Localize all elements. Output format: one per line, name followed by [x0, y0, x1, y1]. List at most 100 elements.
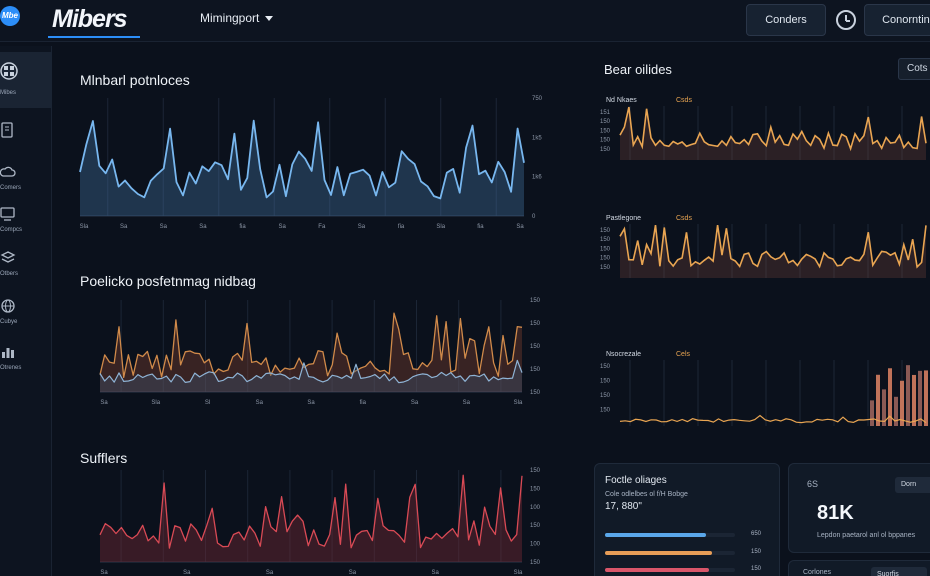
suorfis-button[interactable]: Suorfis — [871, 567, 927, 576]
x-tick-label: Sa — [256, 400, 264, 406]
mid-chart-title: Poelicko posfetnmag nidbag — [80, 273, 256, 289]
progress-bar-blue — [605, 533, 735, 537]
series-area — [100, 313, 522, 392]
sidebar-item-compcs[interactable]: Compcs — [0, 198, 52, 246]
series-area — [100, 475, 522, 562]
sidebar: Mibes Comers Compcs Otbers Cubye Otrenes — [0, 46, 52, 576]
x-tick-label: Sa — [307, 400, 315, 406]
layers-icon — [0, 251, 16, 263]
y-tick-label: 150 — [600, 147, 611, 153]
cloud-icon — [0, 166, 16, 177]
right-chart-3: Nsocrezale Cels 150 150 150 150 — [600, 351, 928, 426]
series-line — [79, 119, 525, 200]
y-tick-label: 150 — [530, 321, 541, 327]
y-tick-label: 100 — [530, 542, 541, 548]
y-tick-label: 150 — [600, 379, 611, 385]
bar — [912, 374, 916, 426]
monitor-icon — [0, 207, 15, 221]
y-tick-label: 0 — [532, 214, 536, 220]
app-logo-icon[interactable]: Mbe — [0, 6, 20, 26]
y-tick-label: 150 — [530, 523, 541, 529]
series-line — [99, 474, 523, 549]
y-tick-label: 150 — [600, 246, 611, 252]
sidebar-item-label: Comers — [0, 185, 22, 191]
sidebar-item-otrenes[interactable]: Otrenes — [0, 336, 52, 384]
x-tick-label: fia — [398, 224, 405, 230]
x-tick-label: Sa — [358, 224, 366, 230]
x-tick-label: Sla — [151, 400, 160, 406]
main-chart-title: Mlnbarl potnloces — [80, 72, 190, 88]
y-tick-label: 150 — [600, 138, 611, 144]
view-dropdown[interactable]: Mimingport — [200, 11, 274, 25]
chevron-down-icon — [265, 16, 274, 22]
x-tick-label: Sa — [279, 224, 287, 230]
bar — [882, 389, 886, 426]
y-tick-label: 150 — [530, 298, 541, 304]
x-tick-label: fia — [360, 400, 367, 406]
y-tick-label: 1k5 — [532, 135, 542, 141]
x-tick-label: Sa — [100, 570, 108, 576]
sidebar-item-mibes[interactable]: Mibes — [0, 52, 52, 108]
right-chart-1: Nd Nkaes Csds 151 150 150 150 150 — [600, 97, 927, 160]
x-tick-label: Sa — [516, 224, 524, 230]
sidebar-item-document[interactable] — [0, 114, 52, 162]
x-tick-label: Sa — [349, 570, 357, 576]
y-tick-label: 151 — [600, 110, 611, 116]
y-tick-label: 100 — [530, 505, 541, 511]
y-tick-label: 1k6 — [532, 175, 542, 181]
series-line — [619, 106, 927, 152]
y-tick-label: 150 — [530, 486, 541, 492]
legend-label: Cels — [676, 351, 691, 358]
legend-label: Csds — [676, 215, 692, 222]
legend-label: Nsocrezale — [606, 351, 641, 358]
x-tick-label: Sa — [266, 570, 274, 576]
active-tab-indicator — [48, 36, 140, 38]
progress-value: 150 — [751, 549, 762, 555]
x-tick-label: Sa — [411, 400, 419, 406]
sidebar-item-otbers[interactable]: Otbers — [0, 242, 52, 290]
progress-bar-red — [605, 568, 735, 572]
sidebar-item-label: Otrenes — [0, 365, 22, 371]
sidebar-item-cubye[interactable]: Cubye — [0, 290, 52, 338]
cots-button[interactable]: Cots — [898, 58, 930, 80]
conders-button[interactable]: Conders — [746, 4, 826, 36]
y-tick-label: 150 — [600, 408, 611, 414]
bottom-card: Corlones Suorfis — [788, 560, 930, 576]
kpi-card: 6S Dorn 81K Lepdon paetarol anl ol bppan… — [788, 463, 930, 553]
conornting-button[interactable]: Conornting — [864, 4, 930, 36]
stats-card-subtitle: Cole odlelbes ol f/H Bobge — [605, 491, 688, 498]
y-tick-label: 150 — [600, 393, 611, 399]
x-tick-label: Sla — [436, 224, 445, 230]
progress-bar-orange — [605, 551, 735, 555]
stats-card-value: 17, 880" — [605, 501, 642, 512]
kpi-caption: Lepdon paetarol anl ol bppanes — [817, 532, 916, 539]
bar — [870, 400, 874, 426]
bar — [918, 370, 922, 426]
top-bar: Mbe Mibers Mimingport Conders Conornting — [0, 0, 930, 42]
series-line — [99, 359, 523, 384]
document-icon — [1, 122, 13, 138]
bar — [900, 380, 904, 426]
kpi-label: 6S — [807, 479, 819, 489]
y-tick-label: 150 — [530, 344, 541, 350]
series-area — [100, 360, 522, 392]
x-tick-label: Fa — [318, 224, 326, 230]
x-tick-label: fia — [477, 224, 484, 230]
x-tick-label: Sa — [199, 224, 207, 230]
sidebar-item-comers[interactable]: Comers — [0, 156, 52, 204]
clock-icon[interactable] — [836, 10, 856, 30]
x-tick-label: Sa — [100, 400, 108, 406]
series-area — [620, 225, 926, 278]
x-tick-label: fia — [239, 224, 246, 230]
grid-icon — [0, 62, 18, 80]
stats-card: Foctle oliages Cole odlelbes ol f/H Bobg… — [594, 463, 780, 576]
sidebar-item-label: Mibes — [0, 90, 17, 96]
y-tick-label: 150 — [530, 560, 541, 566]
y-tick-label: 150 — [530, 468, 541, 474]
kpi-dorn-button[interactable]: Dorn — [895, 477, 930, 493]
mid-overlay-chart: 150 150 150 150 150 Sa Sla Sl Sa Sa fia Sa Sa Sla — [99, 298, 541, 406]
bottom-chart-title: Sufflers — [80, 450, 128, 466]
app-title: Mibers — [52, 5, 128, 33]
bar — [888, 368, 892, 426]
stats-card-title: Foctle oliages — [605, 475, 667, 486]
